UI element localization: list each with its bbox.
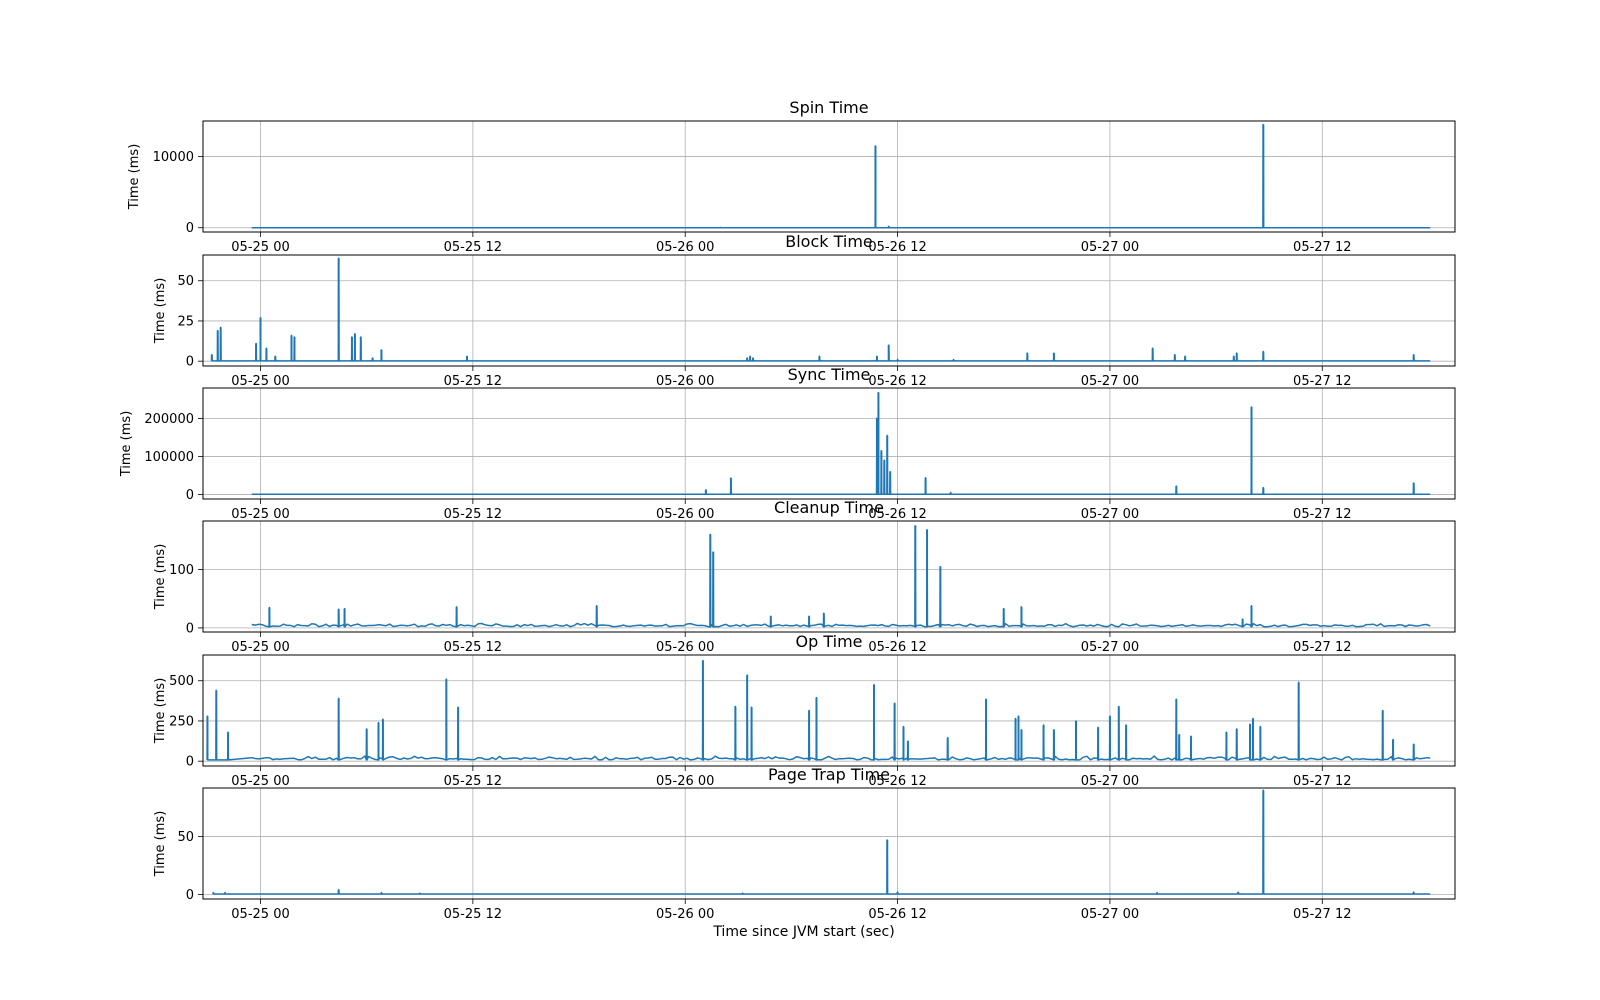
y-tick-label: 250 <box>169 714 194 729</box>
y-tick-label: 10000 <box>153 150 194 165</box>
x-tick-label: 05-27 00 <box>1081 640 1139 655</box>
y-tick-label: 0 <box>186 488 194 503</box>
x-tick-label: 05-25 12 <box>444 774 502 789</box>
y-tick-label: 50 <box>177 830 194 845</box>
x-tick-label: 05-27 12 <box>1293 774 1351 789</box>
panel-1: Block Time Time (ms) 05-25 00 05-25 12 05-26… <box>153 232 1456 389</box>
series-line <box>210 257 1431 362</box>
panel-5: Page Trap Time Time (ms) 05-25 00 05-25 12 0… <box>153 765 1456 922</box>
y-axis-label: Time (ms) <box>153 278 168 345</box>
x-tick-label: 05-26 00 <box>656 774 714 789</box>
y-tick-label: 0 <box>186 755 194 770</box>
panel-title: Cleanup Time <box>774 498 884 517</box>
y-tick-label: 50 <box>177 274 194 289</box>
x-tick-label: 05-25 00 <box>231 374 289 389</box>
x-tick-label: 05-25 12 <box>444 507 502 522</box>
axes-frame <box>202 387 1456 500</box>
y-axis-label: Time (ms) <box>153 678 168 745</box>
x-tick-label: 05-27 00 <box>1081 774 1139 789</box>
y-tick-label: 0 <box>186 355 194 370</box>
x-tick-label: 05-27 00 <box>1081 240 1139 255</box>
panel-title: Block Time <box>785 232 873 251</box>
y-tick-label: 100 <box>169 563 194 578</box>
x-tick-label: 05-27 00 <box>1081 907 1139 922</box>
panel-2: Sync Time Time (ms) 05-25 00 05-25 12 05-26 … <box>119 365 1456 522</box>
x-tick-label: 05-25 12 <box>444 240 502 255</box>
x-tick-label: 05-26 12 <box>868 640 926 655</box>
axes-frame <box>202 254 1456 367</box>
x-axis-label: Time since JVM start (sec) <box>712 924 894 940</box>
series-line <box>251 391 1431 496</box>
axes-frame <box>202 787 1456 900</box>
y-tick-label: 0 <box>186 888 194 903</box>
x-tick-label: 05-25 00 <box>231 507 289 522</box>
x-tick-label: 05-26 12 <box>868 907 926 922</box>
series-line <box>206 659 1431 761</box>
x-tick-label: 05-25 00 <box>231 907 289 922</box>
x-tick-label: 05-26 00 <box>656 374 714 389</box>
y-axis-label: Time (ms) <box>127 144 142 211</box>
x-tick-label: 05-26 12 <box>868 507 926 522</box>
x-tick-label: 05-25 00 <box>231 774 289 789</box>
series-line <box>212 789 1431 895</box>
axes-frame <box>202 120 1456 233</box>
panel-title: Sync Time <box>788 365 871 384</box>
x-tick-label: 05-27 12 <box>1293 240 1351 255</box>
axes-frame <box>202 520 1456 633</box>
x-tick-label: 05-27 12 <box>1293 907 1351 922</box>
panel-title: Spin Time <box>789 98 868 117</box>
x-tick-label: 05-25 00 <box>231 240 289 255</box>
y-tick-label: 25 <box>177 314 194 329</box>
y-tick-label: 100000 <box>144 450 194 465</box>
y-axis-label: Time (ms) <box>153 811 168 878</box>
x-tick-label: 05-26 00 <box>656 240 714 255</box>
x-tick-label: 05-26 00 <box>656 640 714 655</box>
x-tick-label: 05-25 00 <box>231 640 289 655</box>
x-tick-label: 05-25 12 <box>444 907 502 922</box>
x-tick-label: 05-27 00 <box>1081 507 1139 522</box>
x-tick-label: 05-27 12 <box>1293 374 1351 389</box>
x-tick-label: 05-27 12 <box>1293 507 1351 522</box>
y-tick-label: 0 <box>186 621 194 636</box>
series-line <box>251 123 1431 229</box>
x-tick-label: 05-26 12 <box>868 774 926 789</box>
series-line <box>251 524 1431 628</box>
axes-frame <box>202 654 1456 767</box>
panel-0: Spin Time Time (ms) 05-25 00 05-25 12 05-26 … <box>127 98 1456 255</box>
panel-4: Op Time Time (ms) 05-25 00 05-25 12 05-26 00… <box>153 632 1456 789</box>
x-tick-label: 05-26 00 <box>656 507 714 522</box>
y-tick-label: 500 <box>169 674 194 689</box>
panel-title: Op Time <box>796 632 863 651</box>
x-tick-label: 05-27 12 <box>1293 640 1351 655</box>
x-tick-label: 05-26 00 <box>656 907 714 922</box>
x-tick-label: 05-25 12 <box>444 640 502 655</box>
y-tick-label: 200000 <box>144 412 194 427</box>
y-axis-label: Time (ms) <box>153 544 168 611</box>
x-tick-label: 05-26 12 <box>868 374 926 389</box>
x-tick-label: 05-26 12 <box>868 240 926 255</box>
panel-title: Page Trap Time <box>768 765 890 784</box>
y-tick-label: 0 <box>186 221 194 236</box>
panel-3: Cleanup Time Time (ms) 05-25 00 05-25 12 05-… <box>153 498 1456 655</box>
x-tick-label: 05-27 00 <box>1081 374 1139 389</box>
x-tick-label: 05-25 12 <box>444 374 502 389</box>
y-axis-label: Time (ms) <box>119 411 134 478</box>
